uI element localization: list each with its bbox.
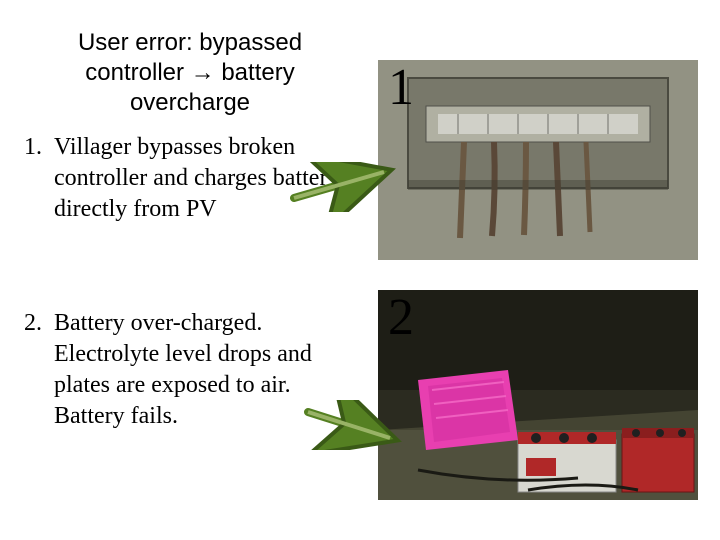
slide-title: User error: bypassed controller → batter… bbox=[20, 28, 360, 118]
title-line-2: controller → battery bbox=[85, 59, 294, 86]
photo-1-svg bbox=[378, 60, 698, 260]
title-line-1: User error: bypassed bbox=[78, 29, 302, 56]
list-number-2: 2. bbox=[20, 308, 54, 433]
list-text-1: Villager bypasses broken controller and … bbox=[54, 132, 360, 226]
list-item-1: 1. Villager bypasses broken controller a… bbox=[20, 132, 360, 226]
title-line-3: overcharge bbox=[130, 89, 250, 116]
list-number-1: 1. bbox=[20, 132, 54, 226]
photo-battery: 2 bbox=[378, 290, 698, 500]
list-text-2: Battery over-charged. Electrolyte level … bbox=[54, 308, 360, 433]
photo-2-number: 2 bbox=[388, 292, 414, 344]
photo-2-svg bbox=[378, 290, 698, 500]
list-item-2: 2. Battery over-charged. Electrolyte lev… bbox=[20, 308, 360, 433]
photo-controller: 1 bbox=[378, 60, 698, 260]
photo-1-number: 1 bbox=[388, 62, 414, 114]
